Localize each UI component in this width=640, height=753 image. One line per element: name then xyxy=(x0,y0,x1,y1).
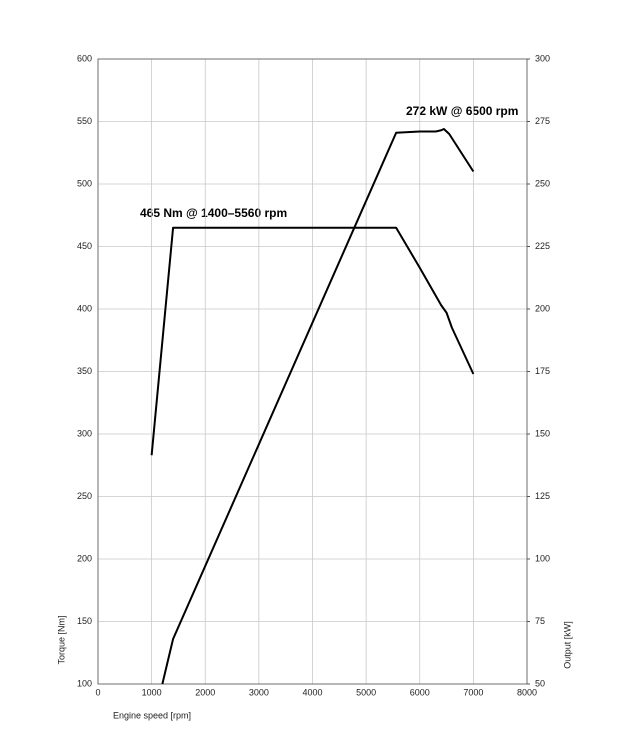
y-tick-label: 350 xyxy=(77,366,92,376)
y2-tick-label: 100 xyxy=(535,553,550,563)
y-tick-label: 300 xyxy=(77,428,92,438)
x-tick-label: 5000 xyxy=(356,687,376,697)
x-tick-label: 4000 xyxy=(302,687,322,697)
annotation: 272 kW @ 6500 rpm xyxy=(406,104,518,118)
x-tick-label: 8000 xyxy=(517,687,537,697)
x-tick-label: 2000 xyxy=(195,687,215,697)
y2-tick-label: 50 xyxy=(535,678,545,688)
x-tick-label: 3000 xyxy=(249,687,269,697)
y2-tick-label: 175 xyxy=(535,366,550,376)
x-tick-label: 6000 xyxy=(410,687,430,697)
y2-tick-label: 250 xyxy=(535,178,550,188)
y-tick-label: 550 xyxy=(77,116,92,126)
y-tick-label: 200 xyxy=(77,553,92,563)
x-axis-label: Engine speed [rpm] xyxy=(113,710,191,720)
y2-tick-label: 225 xyxy=(535,241,550,251)
y-tick-label: 450 xyxy=(77,241,92,251)
y2-axis-label: Output [kW] xyxy=(562,621,572,669)
y2-tick-label: 300 xyxy=(535,53,550,63)
y2-tick-label: 200 xyxy=(535,303,550,313)
y2-tick-label: 150 xyxy=(535,428,550,438)
y-tick-label: 500 xyxy=(77,178,92,188)
plot-frame xyxy=(97,58,528,685)
y-tick-label: 150 xyxy=(77,616,92,626)
x-tick-label: 1000 xyxy=(142,687,162,697)
y-tick-label: 600 xyxy=(77,53,92,63)
y-tick-label: 250 xyxy=(77,491,92,501)
y2-tick-label: 75 xyxy=(535,616,545,626)
y-tick-label: 400 xyxy=(77,303,92,313)
y2-tick-label: 275 xyxy=(535,116,550,126)
x-tick-label: 0 xyxy=(95,687,100,697)
line xyxy=(150,226,475,456)
y-tick-label: 100 xyxy=(77,678,92,688)
line xyxy=(161,128,475,685)
y-axis-label: Torque [Nm] xyxy=(56,615,66,664)
y2-tick-label: 125 xyxy=(535,491,550,501)
annotation: 465 Nm @ 1400–5560 rpm xyxy=(140,206,287,220)
x-tick-label: 7000 xyxy=(463,687,483,697)
